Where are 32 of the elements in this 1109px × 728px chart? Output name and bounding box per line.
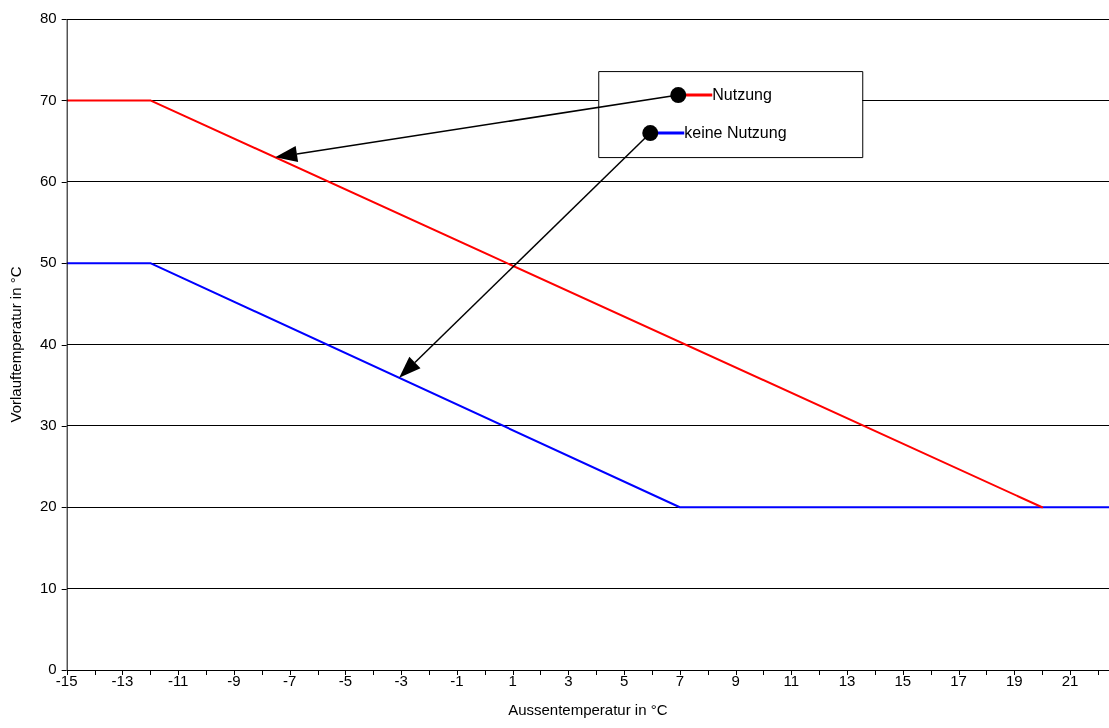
x-tick-label: 21 (1061, 672, 1079, 690)
x-tick-label: 5 (619, 672, 629, 690)
y-tick-label: 0 (48, 660, 57, 678)
y-tick-label: 80 (40, 9, 57, 27)
x-tick-label: -11 (167, 672, 189, 690)
x-tick-label: 3 (564, 672, 573, 690)
x-tick-label: 13 (838, 672, 856, 690)
x-tick-label: 9 (731, 672, 740, 690)
x-tick-label: 17 (950, 672, 967, 690)
x-tick-label: -7 (282, 672, 297, 690)
x-tick-label: -9 (227, 672, 241, 690)
y-tick-label: 60 (40, 171, 57, 189)
y-tick-label: 10 (40, 578, 57, 596)
x-tick-label: -15 (55, 672, 78, 690)
legend-label: Nutzung (712, 86, 772, 104)
y-axis-title: Vorlauftemperatur in °C (7, 266, 25, 423)
x-tick-label: -1 (450, 672, 464, 690)
x-axis-title: Aussentemperatur in °C (508, 701, 668, 719)
legend-label: keine Nutzung (684, 124, 787, 142)
x-tick-label: 7 (675, 672, 684, 690)
y-tick-label: 30 (40, 416, 57, 434)
x-tick-label: 15 (894, 672, 912, 690)
x-tick-label: 11 (783, 672, 800, 690)
y-tick-label: 40 (40, 334, 57, 352)
x-tick-label: -3 (394, 672, 408, 690)
y-tick-label: 20 (40, 497, 57, 515)
x-tick-label: -5 (338, 672, 353, 690)
x-tick-label: 1 (508, 672, 517, 690)
y-tick-label: 50 (40, 253, 57, 271)
x-tick-label: 19 (1005, 672, 1023, 690)
x-tick-label: -13 (111, 672, 134, 690)
y-tick-label: 70 (40, 90, 57, 108)
